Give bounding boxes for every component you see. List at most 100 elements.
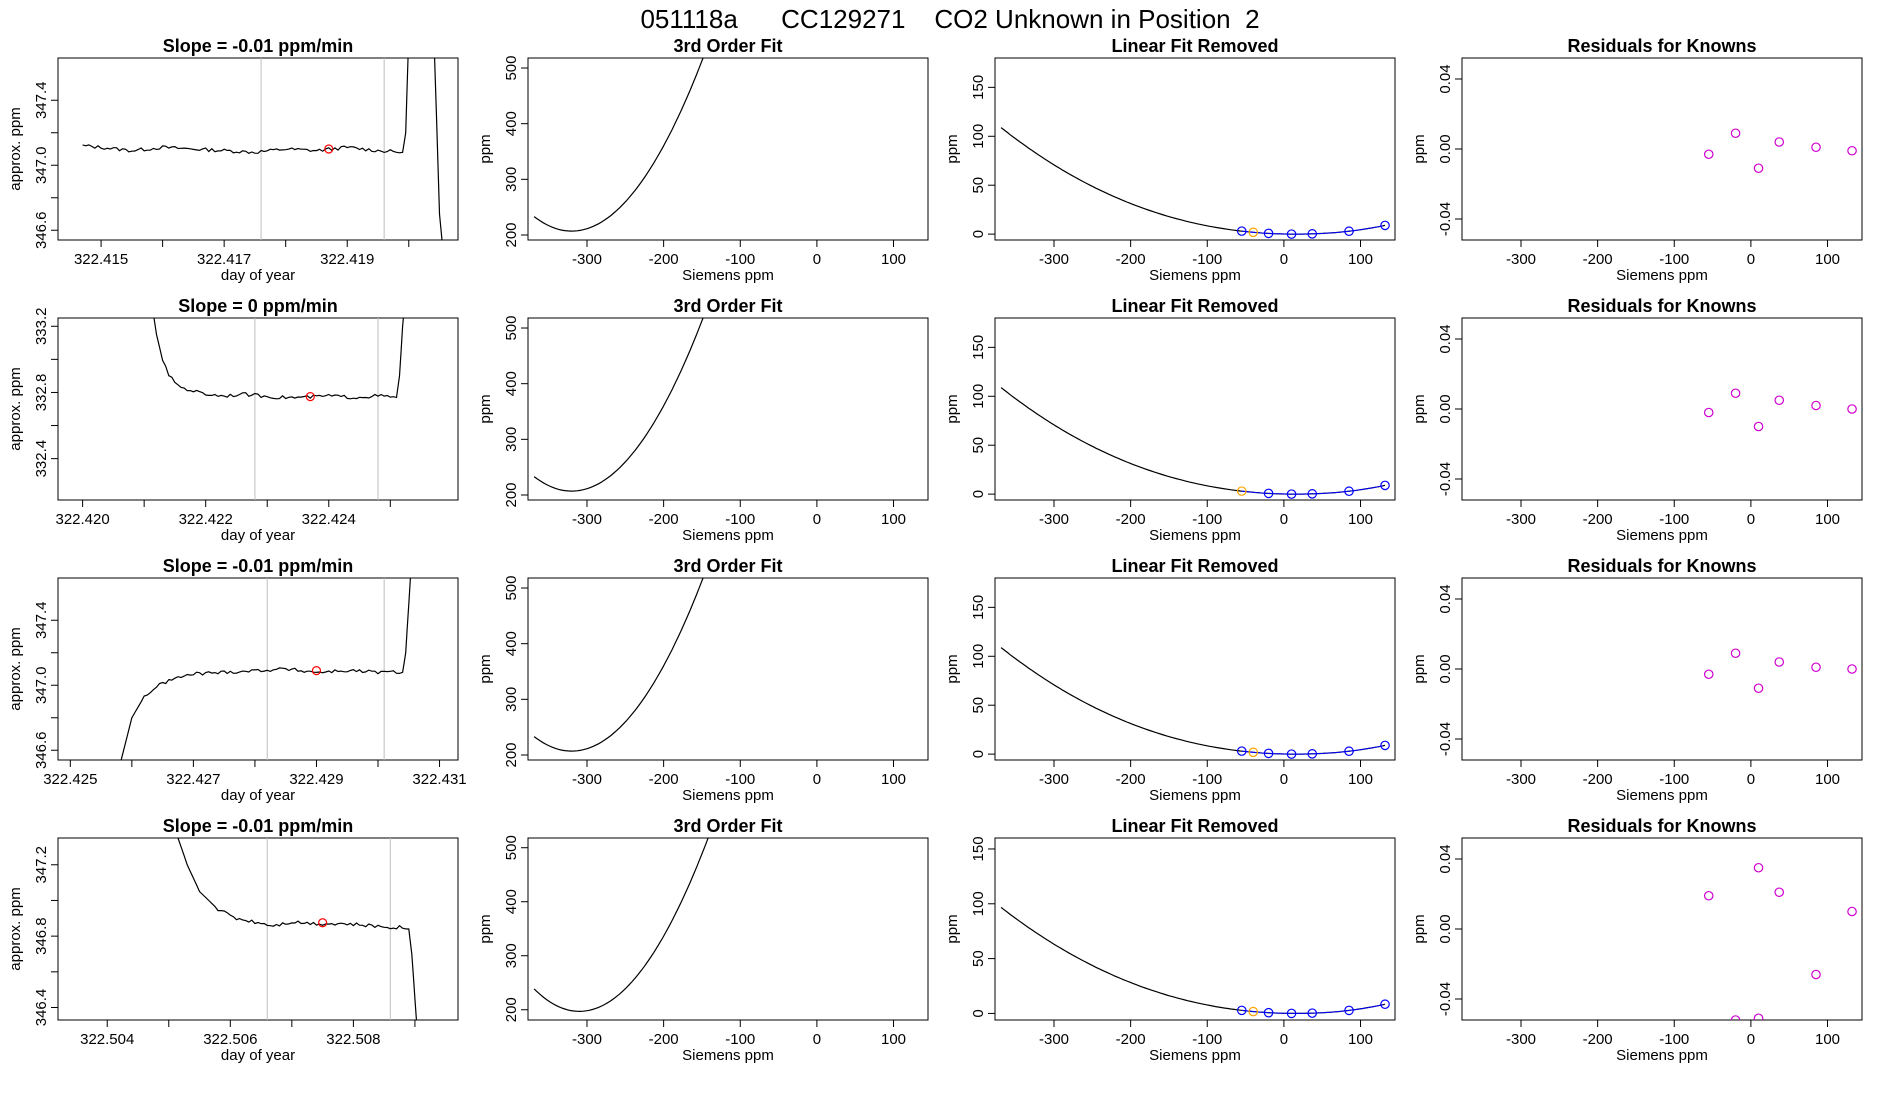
x-axis-label: Siemens ppm (682, 1047, 774, 1064)
y-axis-label: approx. ppm (7, 887, 24, 970)
standard-point (1263, 1007, 1274, 1018)
x-axis-label: Siemens ppm (1149, 787, 1241, 804)
x-tick-label: -100 (725, 771, 755, 788)
x-axis-label: Siemens ppm (682, 527, 774, 544)
residual-point (1847, 404, 1857, 414)
analyzer-trace (153, 318, 405, 400)
standards-fit-segment (775, 0, 916, 342)
y-tick-label: 0 (970, 1009, 987, 1017)
x-tick-label: 100 (1348, 771, 1373, 788)
standard-point (1263, 748, 1274, 759)
x-tick-label: 0 (1747, 1031, 1755, 1048)
y-tick-label: 400 (503, 111, 520, 136)
residual-point (1774, 657, 1785, 667)
standard-point (1380, 999, 1390, 1010)
x-tick-label: -100 (725, 1031, 755, 1048)
y-axis-label: ppm (477, 134, 494, 163)
x-tick-label: 0 (1747, 511, 1755, 528)
x-tick-label: -300 (1506, 511, 1536, 528)
fit-curve (533, 318, 704, 492)
plot-area (82, 58, 443, 240)
panel-3-3: Linear Fit Removed -300 -200 -100 0 100 0 50 100… (944, 556, 1396, 804)
panel-title: 3rd Order Fit (673, 296, 782, 316)
panel-title: Residuals for Knowns (1567, 296, 1756, 316)
standard-point (771, 616, 779, 624)
y-tick-label: 300 (503, 943, 520, 968)
x-tick-label: -100 (1659, 511, 1689, 528)
x-tick-label: -200 (1583, 771, 1613, 788)
y-tick-label: 400 (503, 631, 520, 656)
x-tick-label: -300 (1039, 511, 1069, 528)
x-tick-label: 322.420 (55, 511, 109, 528)
y-tick-label: 347.0 (33, 146, 50, 184)
residual-point (1847, 145, 1857, 156)
y-tick-label: 0 (970, 490, 987, 498)
y-axis-label: ppm (1411, 654, 1428, 683)
x-tick-label: -300 (572, 251, 602, 268)
standard-point (1307, 1008, 1318, 1018)
plot-frame (994, 577, 1396, 761)
y-tick-label: 0.00 (1437, 394, 1454, 423)
standard-point (797, 505, 805, 513)
standard-point (1380, 220, 1390, 231)
panel-title: Linear Fit Removed (1111, 816, 1278, 836)
plot-area (1000, 647, 1390, 759)
y-tick-label: 400 (503, 889, 520, 914)
residual-point (1811, 400, 1821, 411)
y-axis-label: ppm (944, 394, 961, 423)
plot-area (533, 58, 704, 232)
analyzer-trace (82, 58, 443, 240)
x-tick-label: -100 (1192, 1031, 1222, 1048)
x-tick-label: -100 (1192, 511, 1222, 528)
x-tick-label: -200 (1116, 511, 1146, 528)
x-axis-label: Siemens ppm (682, 267, 774, 284)
y-tick-label: 400 (503, 371, 520, 396)
y-tick-label: 347.2 (33, 846, 50, 884)
x-tick-label: 100 (1815, 251, 1840, 268)
y-tick-label: 0 (970, 750, 987, 758)
residual-point (1811, 142, 1821, 153)
standards-fit-segment (1241, 225, 1383, 235)
standard-point (1286, 1008, 1297, 1019)
panel-2-3: Linear Fit Removed -300 -200 -100 0 100 0 50 100… (944, 296, 1396, 544)
y-tick-label: 346.8 (33, 917, 50, 955)
x-tick-label: 322.415 (74, 251, 128, 268)
standard-point (1286, 229, 1297, 239)
x-tick-label: 100 (881, 1031, 906, 1048)
standards-fit-segment (1241, 485, 1383, 495)
y-axis-label: ppm (477, 914, 494, 943)
panel-title: Linear Fit Removed (1111, 36, 1278, 56)
x-tick-label: 0 (1280, 771, 1288, 788)
x-tick-label: -100 (1192, 251, 1222, 268)
standards-fit-segment (775, 0, 916, 82)
residual-point (1774, 887, 1785, 898)
plot-area (1000, 127, 1390, 239)
standard-point (1307, 749, 1318, 759)
x-tick-label: 322.431 (412, 771, 466, 788)
y-tick-label: 347.4 (33, 601, 50, 639)
fit-curve (1000, 647, 1386, 755)
y-tick-label: 200 (503, 222, 520, 247)
plot-frame (1461, 837, 1863, 1021)
panel-3-4: Residuals for Knowns -300 -200 -100 0 100 -0.0… (1411, 556, 1863, 804)
y-tick-label: 300 (503, 427, 520, 452)
plot-area (1703, 388, 1857, 432)
x-tick-label: 100 (881, 251, 906, 268)
standard-point (1263, 488, 1274, 499)
plot-frame (994, 317, 1396, 501)
x-tick-label: -300 (572, 771, 602, 788)
panel-2-1: Slope = 0 ppm/min 322.420 322.422 322.424 33… (7, 296, 459, 544)
plot-frame (57, 577, 459, 761)
x-tick-label: -200 (649, 251, 679, 268)
x-tick-label: -200 (1116, 771, 1146, 788)
y-tick-label: 346.6 (33, 731, 50, 769)
standard-point (841, 14, 849, 22)
y-axis-label: ppm (477, 394, 494, 423)
panel-3-1: Slope = -0.01 ppm/min 322.425 322.427 322.4… (7, 556, 467, 804)
y-tick-label: 332.8 (33, 374, 50, 412)
y-tick-label: 200 (503, 997, 520, 1022)
unknown-point (1236, 486, 1247, 496)
unknown-point (1248, 1006, 1259, 1017)
plot-frame (1461, 317, 1863, 501)
x-tick-label: 0 (1280, 1031, 1288, 1048)
